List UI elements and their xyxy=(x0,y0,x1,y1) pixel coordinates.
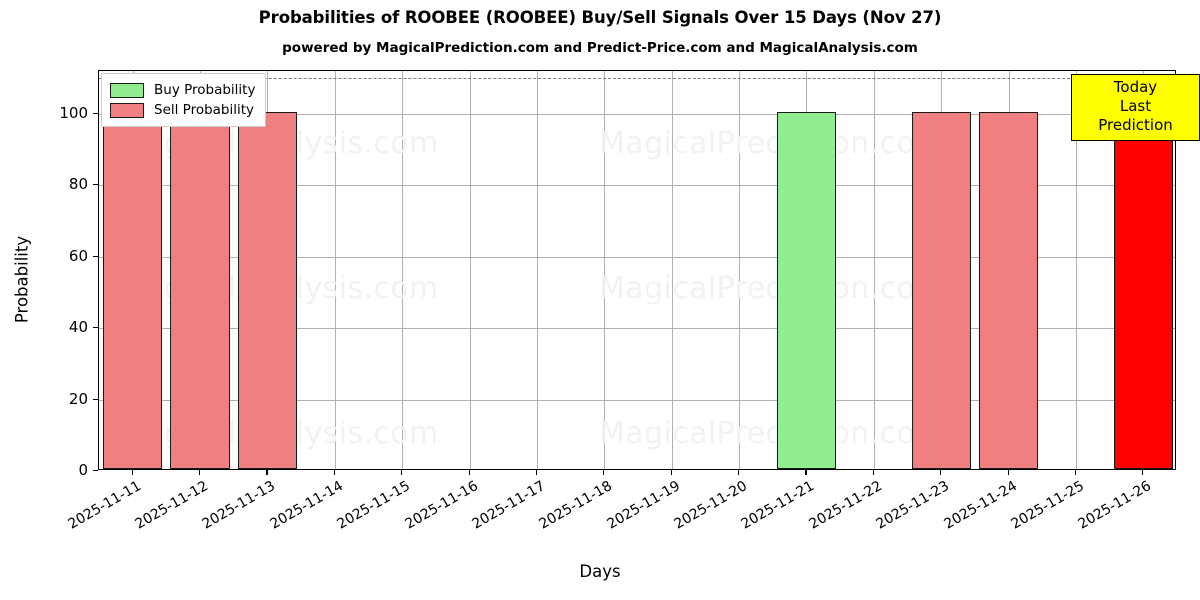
y-axis-tick-label: 20 xyxy=(68,389,88,408)
y-axis-tick-label: 0 xyxy=(78,461,88,479)
reference-dashed-line xyxy=(99,78,1175,80)
legend-item-sell: Sell Probability xyxy=(110,100,255,120)
x-axis-tick-mark xyxy=(333,470,335,475)
x-axis-label: Days xyxy=(579,562,621,581)
gridline-horizontal xyxy=(99,113,1175,115)
bar-sell xyxy=(170,111,230,469)
plot-area: MagicalAnalysis.comMagicalPrediction.com… xyxy=(98,70,1176,470)
legend-swatch-sell xyxy=(110,102,144,118)
x-axis-tick-mark xyxy=(670,470,672,475)
x-axis-tick-mark xyxy=(468,470,470,475)
bar-sell xyxy=(911,111,971,469)
bar-buy xyxy=(776,111,837,469)
bar-today xyxy=(1113,111,1173,469)
gridline-vertical xyxy=(604,71,606,469)
gridline-horizontal xyxy=(99,328,1175,330)
y-axis-tick-mark xyxy=(93,398,98,400)
legend-label-sell: Sell Probability xyxy=(154,102,255,118)
gridline-vertical xyxy=(873,71,875,469)
y-axis-tick-mark xyxy=(93,112,98,114)
x-axis-tick-mark xyxy=(199,470,201,475)
y-axis-tick-label: 80 xyxy=(68,175,88,194)
gridline-horizontal xyxy=(99,185,1175,187)
watermark-text: MagicalPrediction.com xyxy=(599,126,945,161)
x-axis-tick-mark xyxy=(1007,470,1009,475)
today-annotation: Today Last Prediction xyxy=(1071,74,1200,141)
gridline-horizontal xyxy=(99,256,1175,258)
gridline-vertical xyxy=(1075,71,1077,469)
y-axis-tick-label: 60 xyxy=(68,246,88,265)
y-axis-tick-mark xyxy=(93,255,98,257)
gridline-vertical xyxy=(402,71,404,469)
y-axis-tick-label: 40 xyxy=(68,318,88,337)
bar-sell xyxy=(237,111,298,469)
x-axis-tick-mark xyxy=(738,470,740,475)
gridline-vertical xyxy=(334,71,336,469)
gridline-vertical xyxy=(536,71,538,469)
x-axis-tick-mark xyxy=(1074,470,1077,475)
x-axis-tick-mark xyxy=(805,470,807,475)
y-axis-tick-mark xyxy=(93,470,98,472)
x-axis-tick-mark xyxy=(401,470,403,475)
page-title: Probabilities of ROOBEE (ROOBEE) Buy/Sel… xyxy=(258,8,942,27)
watermark-text: MagicalPrediction.com xyxy=(599,271,945,306)
today-label-line1: Today xyxy=(1113,78,1158,96)
legend-swatch-buy xyxy=(110,82,144,98)
y-axis-label: Probability xyxy=(12,235,32,324)
chart-legend: Buy Probability Sell Probability xyxy=(101,73,267,127)
gridline-horizontal xyxy=(99,399,1175,401)
y-axis-tick-label: 100 xyxy=(59,103,88,122)
x-axis-tick-mark xyxy=(1142,470,1144,475)
gridline-vertical xyxy=(469,71,471,469)
x-axis-tick-mark xyxy=(872,470,874,475)
legend-label-buy: Buy Probability xyxy=(154,82,256,98)
bar-sell xyxy=(978,111,1039,469)
chart-subtitle: powered by MagicalPrediction.com and Pre… xyxy=(282,40,918,56)
x-axis-tick-mark xyxy=(940,470,942,475)
x-axis-tick-mark xyxy=(266,470,268,475)
y-axis-tick-mark xyxy=(93,327,98,329)
legend-item-buy: Buy Probability xyxy=(110,80,255,100)
gridline-vertical xyxy=(671,71,673,469)
watermark-text: MagicalPrediction.com xyxy=(599,416,945,451)
x-axis-tick-mark xyxy=(535,470,538,475)
y-axis-tick-mark xyxy=(93,184,98,186)
gridline-vertical xyxy=(739,71,741,469)
today-label-line2: Last Prediction xyxy=(1098,97,1173,134)
x-axis-tick-mark xyxy=(131,470,133,475)
bar-sell xyxy=(103,111,163,469)
x-axis-tick-mark xyxy=(603,470,605,475)
